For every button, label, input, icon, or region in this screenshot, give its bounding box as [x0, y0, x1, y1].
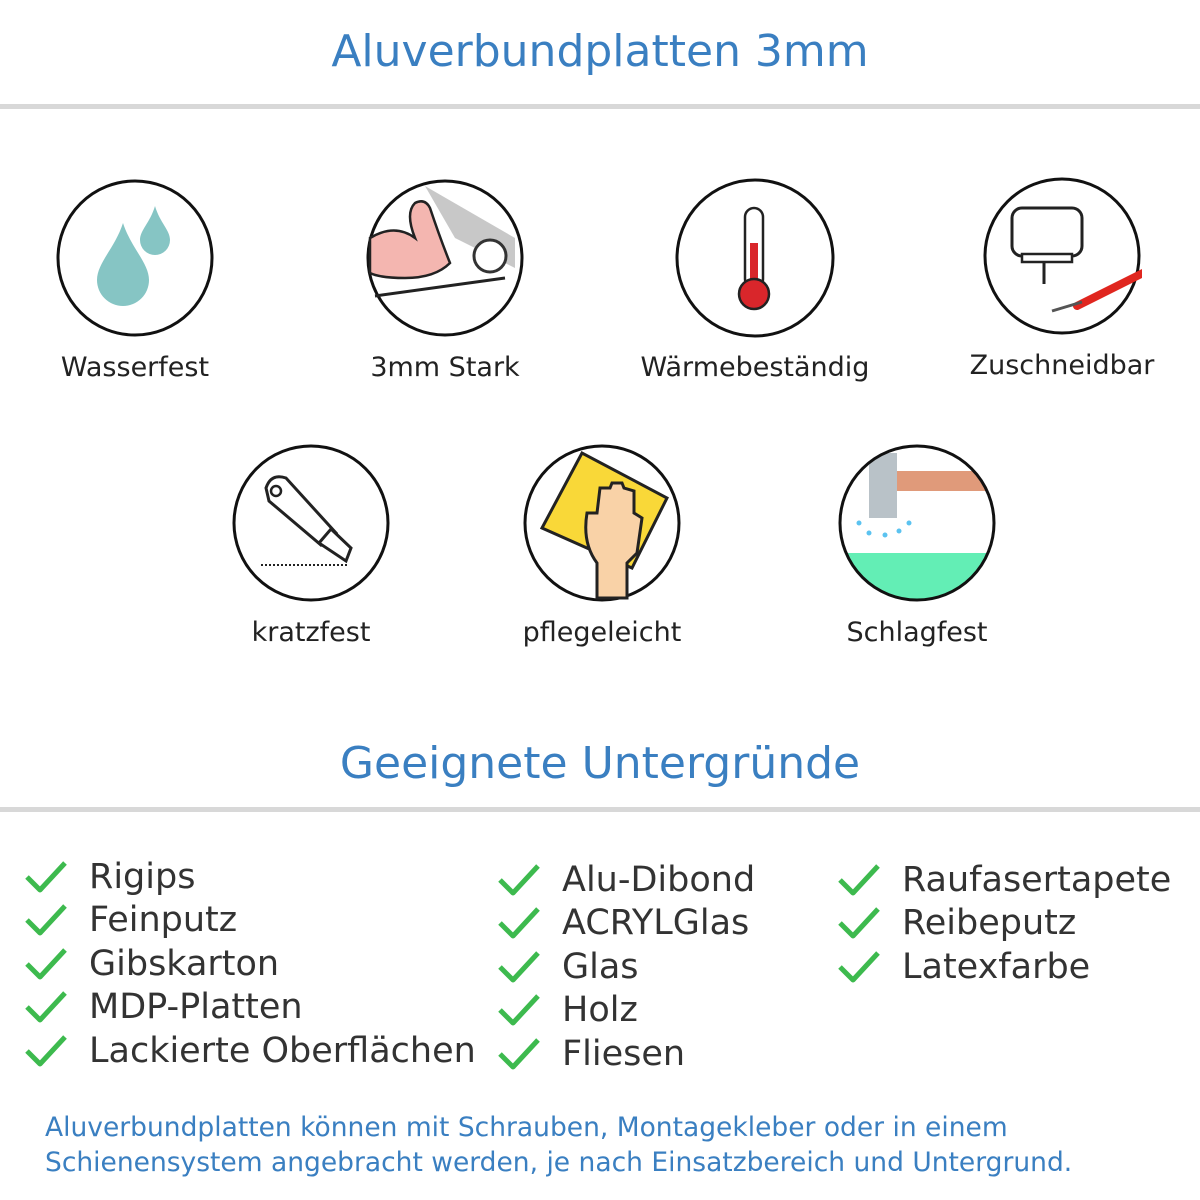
- checkmark-icon: [25, 991, 67, 1023]
- feature-label: kratzfest: [251, 617, 371, 648]
- checkmark-icon: [838, 951, 880, 983]
- surfaces-column-3: Raufasertapete Reibeputz Latexfarbe: [838, 858, 1171, 989]
- feature-label: Wärmebeständig: [640, 352, 870, 383]
- checkmark-icon: [25, 861, 67, 893]
- feature-label: Schlagfest: [846, 617, 988, 648]
- feature-wasserfest: Wasserfest: [15, 178, 255, 383]
- feature-label: pflegeleicht: [522, 617, 682, 648]
- surface-item: Lackierte Oberflächen: [25, 1029, 476, 1073]
- surface-item: Rigips: [25, 855, 476, 899]
- feature-label: Wasserfest: [60, 352, 210, 383]
- surface-label: Glas: [562, 946, 639, 987]
- surface-label: Rigips: [89, 856, 196, 897]
- surfaces-column-2: Alu-Dibond ACRYLGlas Glas Holz Fliesen: [498, 858, 755, 1076]
- surface-item: Fliesen: [498, 1032, 755, 1076]
- surface-label: Holz: [562, 990, 638, 1031]
- footer-note: Aluverbundplatten können mit Schrauben, …: [45, 1110, 1072, 1180]
- footer-line-1: Aluverbundplatten können mit Schrauben, …: [45, 1112, 1008, 1143]
- surface-label: Reibeputz: [902, 903, 1077, 944]
- checkmark-icon: [498, 864, 540, 896]
- divider: [0, 807, 1200, 812]
- surface-item: Raufasertapete: [838, 858, 1171, 902]
- hammer-impact-icon: [838, 444, 996, 602]
- page-title: Aluverbundplatten 3mm: [331, 26, 869, 77]
- surface-label: Feinputz: [89, 900, 238, 941]
- checkmark-icon: [25, 948, 67, 980]
- checkmark-icon: [498, 994, 540, 1026]
- surface-item: MDP-Platten: [25, 986, 476, 1030]
- surface-item: ACRYLGlas: [498, 902, 755, 946]
- surface-item: Reibeputz: [838, 902, 1171, 946]
- utility-knife-icon: [232, 444, 390, 602]
- checkmark-icon: [838, 864, 880, 896]
- checkmark-icon: [25, 1035, 67, 1067]
- checkmark-icon: [498, 1038, 540, 1070]
- surfaces-heading: Geeignete Untergründe: [339, 738, 861, 789]
- surface-label: Fliesen: [562, 1033, 686, 1074]
- water-drops-icon: [56, 179, 214, 337]
- feature-waermebestaendig: Wärmebeständig: [635, 178, 875, 383]
- surface-label: Latexfarbe: [902, 946, 1091, 987]
- surface-label: Raufasertapete: [902, 859, 1172, 900]
- surface-item: Feinputz: [25, 899, 476, 943]
- jigsaw-cutter-icon: [983, 177, 1142, 335]
- strong-arm-icon: [366, 179, 524, 337]
- feature-label: 3mm Stark: [370, 352, 520, 383]
- surface-label: MDP-Platten: [89, 987, 303, 1028]
- checkmark-icon: [498, 951, 540, 983]
- checkmark-icon: [838, 907, 880, 939]
- checkmark-icon: [25, 904, 67, 936]
- feature-pflegeleicht: pflegeleicht: [482, 443, 722, 648]
- surface-label: ACRYLGlas: [562, 903, 750, 944]
- surface-label: Alu-Dibond: [562, 859, 756, 900]
- surface-item: Glas: [498, 945, 755, 989]
- feature-3mm-stark: 3mm Stark: [325, 178, 565, 383]
- thermometer-icon: [675, 178, 835, 338]
- surface-label: Lackierte Oberflächen: [89, 1030, 476, 1071]
- surfaces-column-1: Rigips Feinputz Gibskarton MDP-Platten Lacki…: [25, 855, 476, 1073]
- checkmark-icon: [498, 907, 540, 939]
- feature-zuschneidbar: Zuschneidbar: [942, 176, 1182, 381]
- divider: [0, 104, 1200, 109]
- surface-item: Latexfarbe: [838, 945, 1171, 989]
- surface-item: Holz: [498, 989, 755, 1033]
- feature-schlagfest: Schlagfest: [797, 443, 1037, 648]
- feature-kratzfest: kratzfest: [191, 443, 431, 648]
- surface-item: Alu-Dibond: [498, 858, 755, 902]
- hand-sponge-icon: [523, 444, 681, 602]
- feature-label: Zuschneidbar: [969, 350, 1155, 381]
- surface-label: Gibskarton: [89, 943, 280, 984]
- footer-line-2: Schienensystem angebracht werden, je nac…: [45, 1147, 1073, 1178]
- surface-item: Gibskarton: [25, 942, 476, 986]
